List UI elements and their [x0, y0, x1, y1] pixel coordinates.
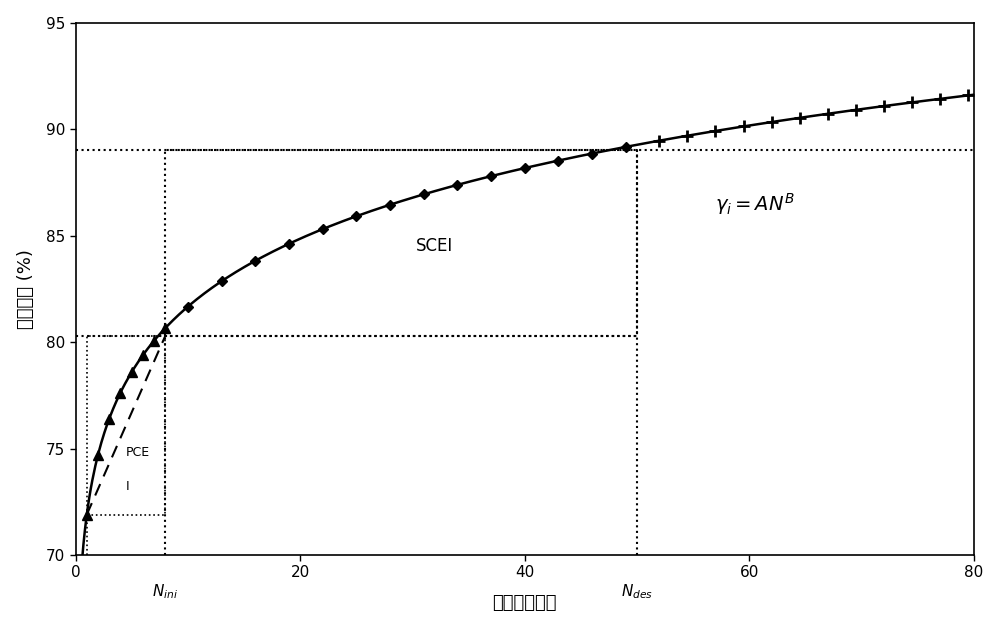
Text: $N_{ini}$: $N_{ini}$: [152, 582, 178, 601]
Text: I: I: [126, 481, 130, 494]
Text: PCE: PCE: [126, 446, 150, 459]
Text: $N_{des}$: $N_{des}$: [621, 582, 653, 601]
Polygon shape: [87, 328, 165, 515]
Text: SCEI: SCEI: [416, 237, 453, 255]
Text: $\gamma_i = AN^B$: $\gamma_i = AN^B$: [715, 191, 795, 216]
Y-axis label: 密实度比 (%): 密实度比 (%): [17, 249, 35, 329]
Polygon shape: [165, 145, 637, 336]
X-axis label: 旋转压实次数: 旋转压实次数: [492, 594, 557, 613]
